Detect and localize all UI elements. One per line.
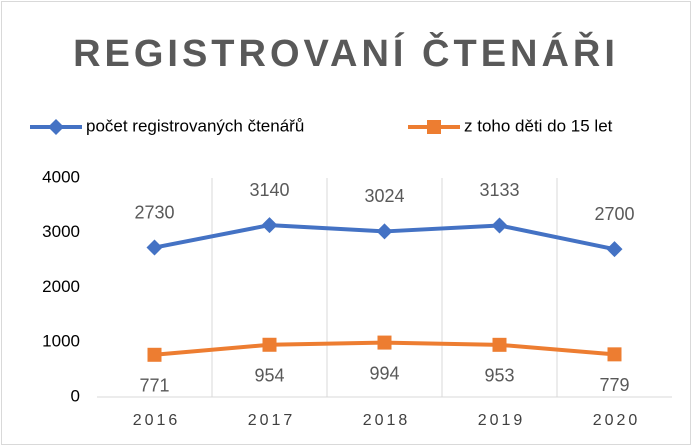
x-tick-label: 2020 — [593, 412, 641, 429]
data-label: 2700 — [594, 204, 634, 224]
x-tick-label: 2018 — [363, 412, 411, 429]
y-tick-label: 0 — [71, 386, 80, 405]
data-point — [491, 217, 508, 234]
data-point — [146, 239, 163, 256]
data-point — [607, 347, 622, 362]
data-point — [377, 335, 392, 350]
x-tick-label: 2017 — [248, 412, 296, 429]
data-label: 3024 — [364, 186, 404, 206]
data-label: 954 — [254, 366, 284, 386]
data-point — [262, 337, 277, 352]
data-label: 3133 — [479, 180, 519, 200]
data-label: 994 — [369, 363, 399, 383]
legend-marker — [48, 119, 64, 135]
x-tick-label: 2016 — [133, 412, 181, 429]
data-point — [606, 241, 623, 258]
data-point — [261, 217, 278, 234]
data-point — [492, 337, 507, 352]
chart-title: REGISTROVANÍ ČTENÁŘI — [73, 30, 619, 75]
x-tick-label: 2019 — [478, 412, 526, 429]
legend-label: počet registrovaných čtenářů — [86, 116, 304, 135]
y-tick-label: 2000 — [42, 277, 80, 296]
data-label: 771 — [139, 376, 169, 396]
data-label: 953 — [484, 366, 514, 386]
data-point — [147, 347, 162, 362]
data-label: 3140 — [249, 180, 289, 200]
y-tick-label: 1000 — [42, 332, 80, 351]
y-tick-label: 4000 — [42, 167, 80, 186]
data-point — [376, 223, 393, 240]
legend-marker — [427, 120, 441, 134]
y-tick-label: 3000 — [42, 222, 80, 241]
data-label: 779 — [599, 375, 629, 395]
legend-label: z toho děti do 15 let — [464, 116, 613, 135]
data-label: 2730 — [134, 202, 174, 222]
